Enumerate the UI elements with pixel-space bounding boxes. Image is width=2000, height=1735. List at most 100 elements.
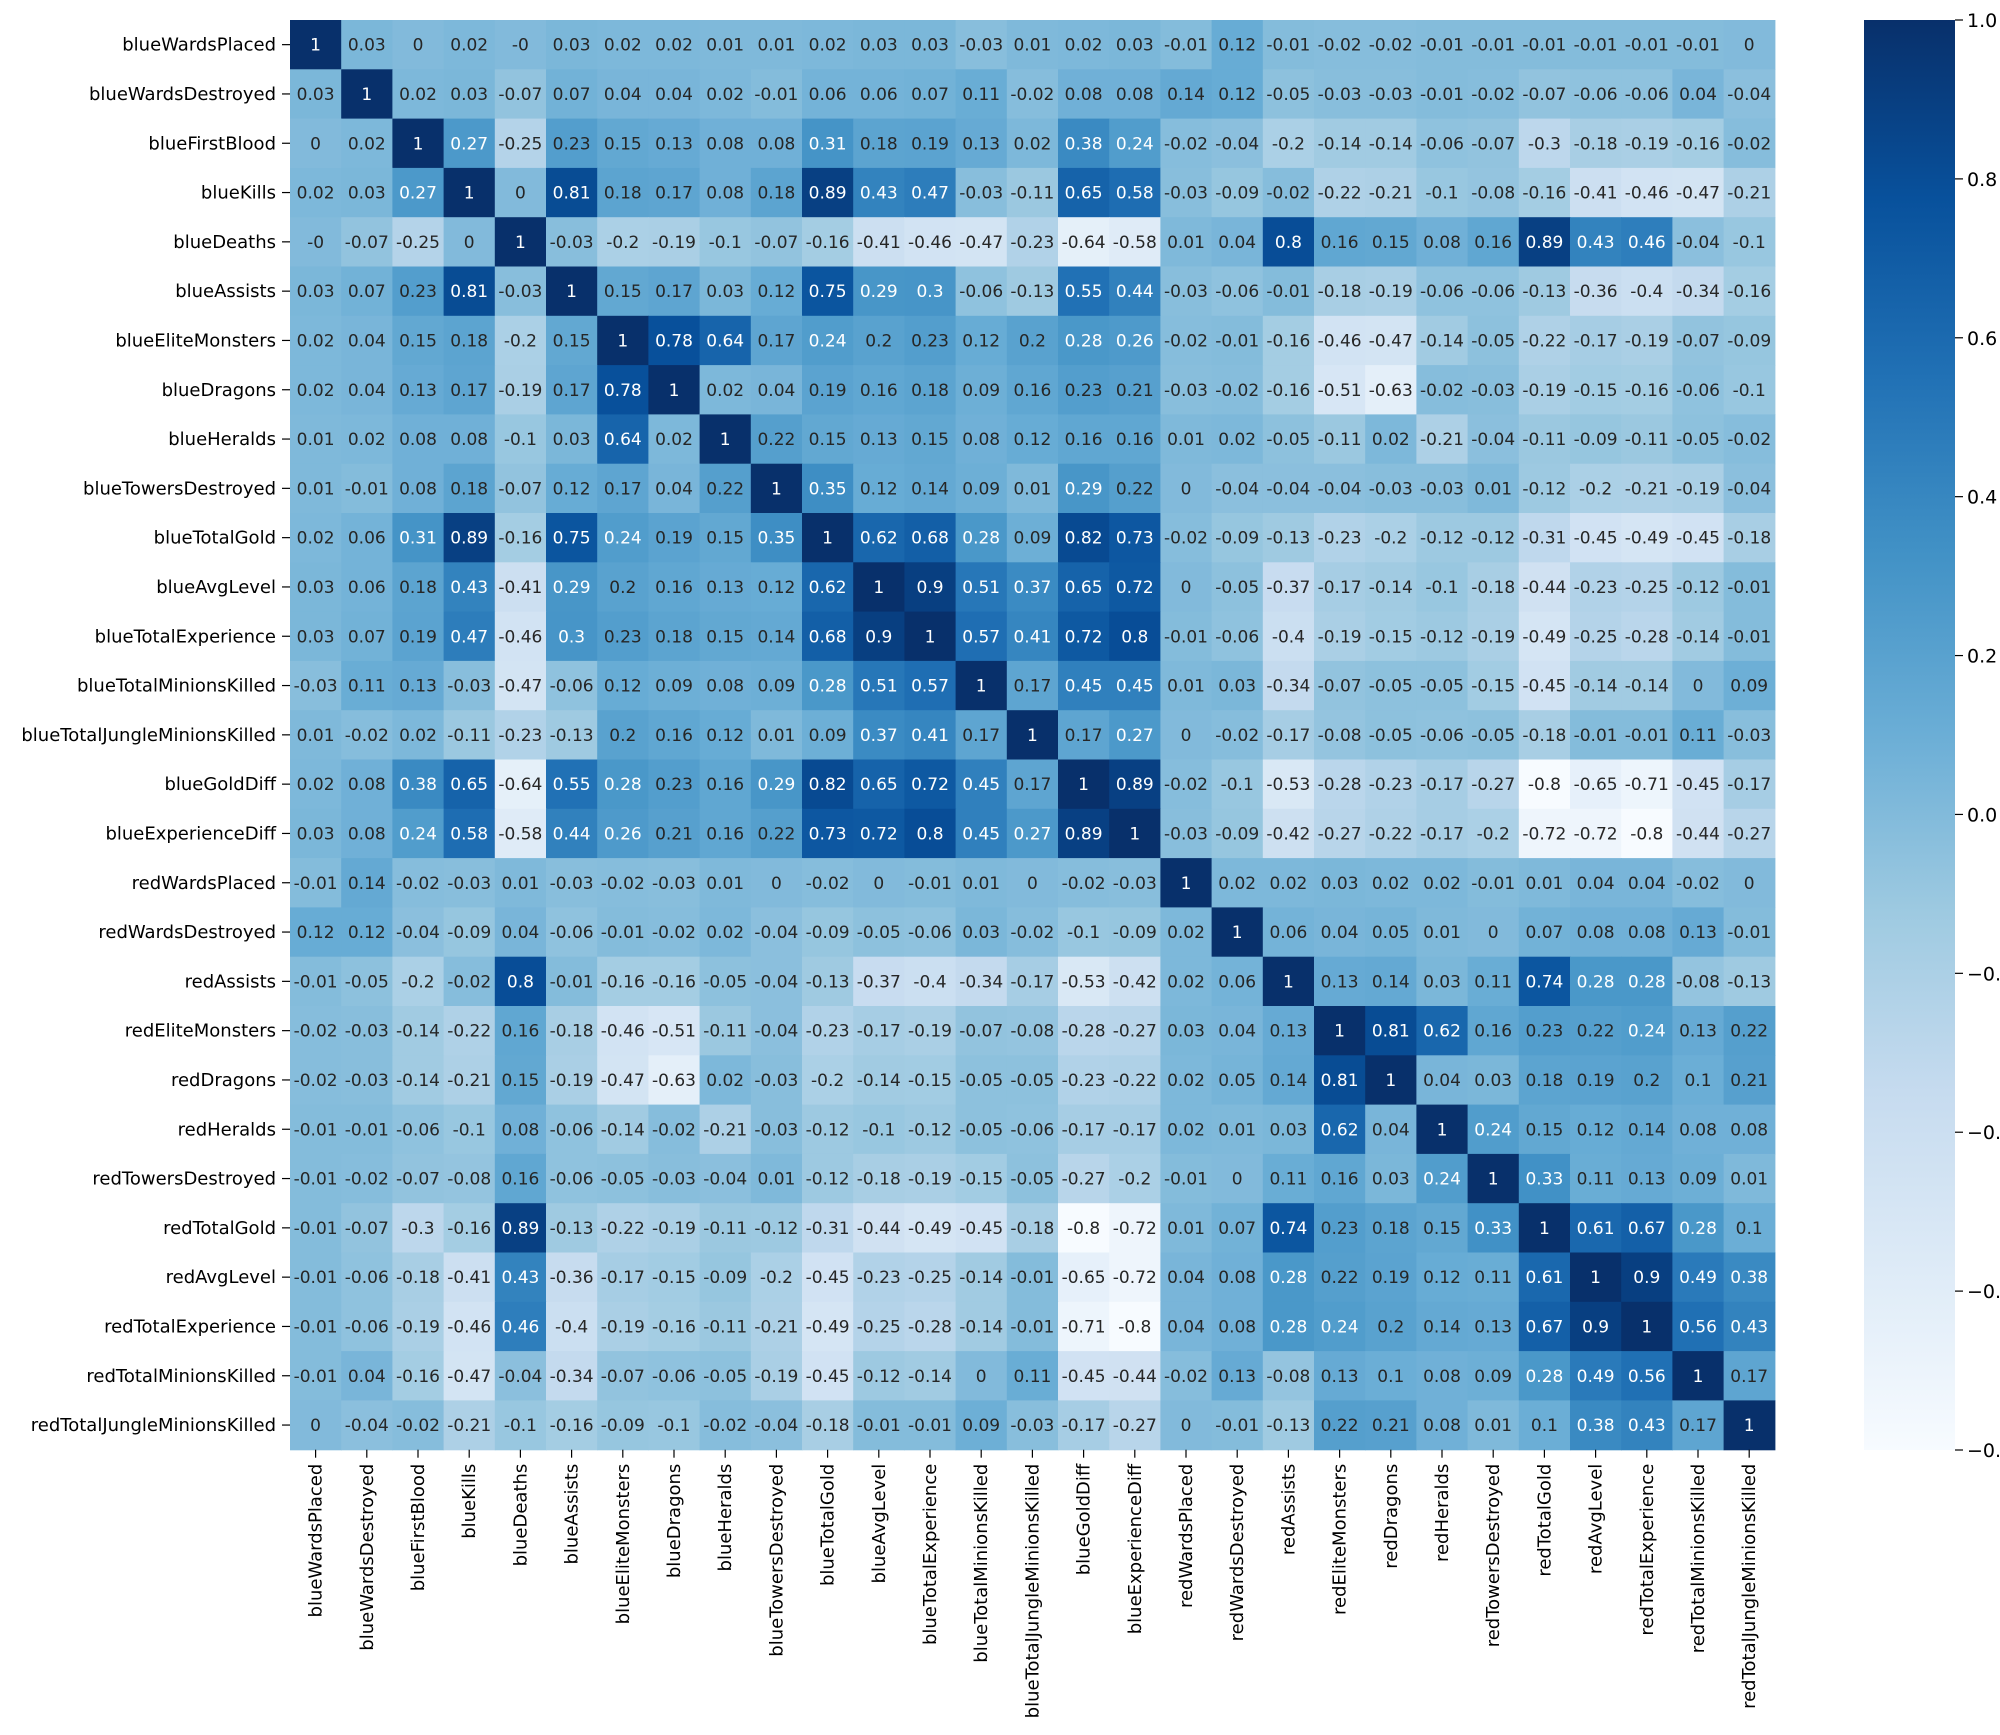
cell-value-label: -0.01 — [1010, 1268, 1054, 1288]
heatmap-cell — [1006, 759, 1059, 810]
heatmap-cell — [699, 217, 752, 268]
heatmap-cell — [494, 808, 547, 859]
cell-value-label: -0.01 — [1266, 36, 1310, 56]
cell-value-label: -0.27 — [1471, 775, 1515, 795]
cell-value-label: -0.06 — [652, 1367, 696, 1387]
heatmap-cell — [1109, 20, 1161, 70]
cell-value-label: -0.3 — [401, 1219, 434, 1239]
cell-value-label: -0.44 — [1113, 1367, 1157, 1387]
y-tick-label: redHeralds — [178, 1119, 276, 1140]
heatmap-cell — [1672, 1006, 1725, 1056]
heatmap-cell — [443, 1055, 496, 1106]
cell-value-label: -0.14 — [1676, 627, 1720, 647]
heatmap-cell — [1672, 463, 1725, 514]
cell-value-label: 0.02 — [706, 381, 744, 401]
y-tick-label: redTotalMinionsKilled — [86, 1366, 276, 1387]
heatmap-cell — [1672, 513, 1725, 563]
heatmap-cell — [1467, 463, 1520, 514]
heatmap-cell — [597, 759, 649, 810]
cell-value-label: 0.9 — [865, 627, 892, 647]
heatmap-cell — [853, 956, 905, 1007]
heatmap-cell — [802, 69, 854, 120]
cell-value-label: 0.02 — [809, 36, 847, 56]
x-tick-label: blueHeralds — [715, 1464, 736, 1572]
cell-value-label: -0.13 — [550, 1219, 594, 1239]
cell-value-label: -0.04 — [1727, 479, 1771, 499]
cell-value-label: 0.89 — [1116, 775, 1154, 795]
heatmap-cell — [802, 907, 854, 958]
cell-value-label: 0.24 — [1423, 1170, 1461, 1190]
cell-value-label: 0.74 — [1525, 972, 1563, 992]
cell-value-label: 0.12 — [1423, 1268, 1461, 1288]
heatmap-cell — [904, 167, 957, 218]
heatmap-cell — [1262, 956, 1315, 1007]
heatmap-cell — [1160, 69, 1213, 120]
x-tick-label: redWardsPlaced — [1176, 1464, 1197, 1608]
y-tick-label: blueWardsDestroyed — [89, 84, 276, 105]
heatmap-cell — [1416, 858, 1469, 908]
colorbar-tick-label: 0.2 — [1967, 646, 1997, 668]
cell-value-label: 0.08 — [1577, 923, 1615, 943]
heatmap-cell — [1416, 20, 1469, 70]
cell-value-label: 1 — [822, 529, 833, 549]
heatmap-cell — [802, 858, 854, 908]
heatmap-cell — [1621, 858, 1673, 908]
heatmap-cell — [1672, 808, 1725, 859]
cell-value-label: -0.28 — [1318, 775, 1362, 795]
cell-value-label: 0.15 — [501, 1071, 539, 1091]
cell-value-label: -0.03 — [1164, 381, 1208, 401]
cell-value-label: -0.22 — [1318, 184, 1362, 204]
cell-value-label: -0.16 — [652, 972, 696, 992]
heatmap-cell — [1672, 315, 1725, 366]
cell-value-label: 0.08 — [1628, 923, 1666, 943]
cell-value-label: 0.12 — [1013, 430, 1051, 450]
cell-value-label: 0.15 — [553, 331, 591, 351]
heatmap-cell — [904, 266, 957, 317]
heatmap-cell — [290, 266, 342, 317]
cell-value-label: -0.19 — [754, 1367, 798, 1387]
heatmap-cell — [1006, 1104, 1059, 1155]
x-tick-label: blueDeaths — [510, 1464, 531, 1567]
heatmap-cell — [1672, 660, 1725, 711]
cell-value-label: -0.01 — [294, 1268, 338, 1288]
cell-value-label: 1 — [771, 479, 782, 499]
cell-value-label: 0.13 — [962, 134, 1000, 154]
heatmap-cell — [1365, 266, 1417, 317]
heatmap-cell — [443, 513, 496, 563]
cell-value-label: 0.08 — [706, 677, 744, 697]
heatmap-cell — [1211, 660, 1264, 711]
cell-value-label: 0.31 — [809, 134, 847, 154]
cell-value-label: -0.02 — [652, 1120, 696, 1140]
heatmap-cell — [1365, 562, 1417, 613]
heatmap-cell — [341, 562, 393, 613]
cell-value-label: -0.01 — [1164, 36, 1208, 56]
cell-value-label: 0.23 — [655, 775, 693, 795]
heatmap-cell — [290, 365, 342, 415]
heatmap-cell — [1314, 266, 1366, 317]
heatmap-cell — [1262, 1104, 1315, 1155]
heatmap-cell — [1365, 167, 1417, 218]
heatmap-cell — [546, 414, 598, 465]
cell-value-label: -0.02 — [1164, 775, 1208, 795]
heatmap-cell — [1314, 463, 1366, 514]
heatmap-cell — [546, 315, 598, 366]
heatmap-cell — [1058, 20, 1110, 70]
cell-value-label: 0.17 — [962, 726, 1000, 746]
cell-value-label: 0.23 — [399, 282, 437, 302]
cell-value-label: -0.03 — [1010, 1416, 1054, 1436]
heatmap-cell — [1365, 414, 1417, 465]
heatmap-cell — [1518, 266, 1571, 317]
cell-value-label: -0.09 — [1113, 923, 1157, 943]
heatmap-cell — [1262, 69, 1315, 120]
cell-value-label: 0.13 — [1628, 1170, 1666, 1190]
heatmap-cell — [1723, 365, 1776, 415]
cell-value-label: -0.2 — [811, 1071, 844, 1091]
heatmap-cell — [392, 513, 445, 563]
heatmap-cell — [1467, 167, 1520, 218]
heatmap-cell — [1723, 907, 1776, 958]
x-tick-label: redTotalJungleMinionsKilled — [1739, 1464, 1760, 1709]
heatmap-cell — [802, 660, 854, 711]
cell-value-label: 0.27 — [450, 134, 488, 154]
cell-value-label: -0.1 — [1425, 578, 1458, 598]
heatmap-cell — [1006, 808, 1059, 859]
